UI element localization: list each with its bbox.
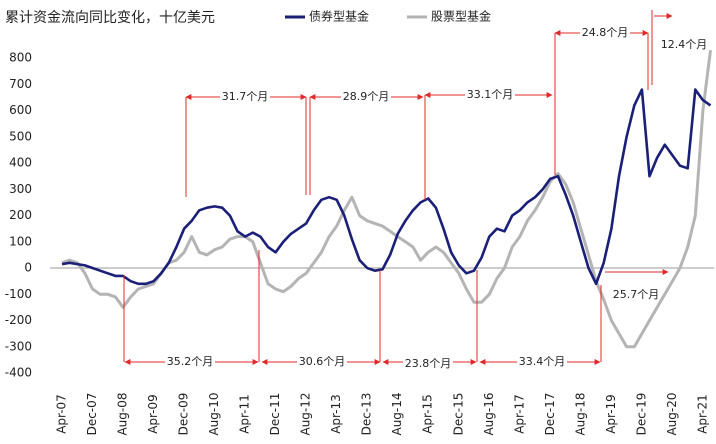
x-tick-label: Aug-20 <box>665 392 679 435</box>
x-tick-label: Aug-12 <box>299 392 313 435</box>
x-tick-label: Aug-18 <box>573 392 587 435</box>
x-tick-label: Apr-15 <box>421 394 435 434</box>
y-tick-label: 400 <box>9 156 32 170</box>
x-tick-label: Aug-14 <box>390 392 404 435</box>
y-tick-label: 300 <box>9 182 32 196</box>
x-tick-label: Apr-09 <box>146 394 160 434</box>
x-tick-label: Aug-08 <box>116 392 130 435</box>
x-tick-label: Dec-09 <box>177 393 191 436</box>
x-tick-label: Dec-13 <box>360 393 374 436</box>
x-tick-label: Apr-17 <box>512 394 526 434</box>
x-tick-label: Dec-07 <box>85 393 99 436</box>
x-tick-label: Apr-21 <box>695 394 709 434</box>
y-tick-label: 500 <box>9 129 32 143</box>
annotation-label: 25.7个月 <box>613 288 660 301</box>
annotation-label: 12.4个月 <box>661 38 708 51</box>
y-tick-label: 0 <box>24 261 32 275</box>
chart-title: 累计资金流向同比变化，十亿美元 <box>5 10 215 26</box>
x-tick-label: Apr-13 <box>329 394 343 434</box>
y-tick-label: -300 <box>5 339 32 353</box>
y-tick-label: 800 <box>9 51 32 65</box>
legend-label: 股票型基金 <box>431 9 491 24</box>
x-tick-label: Aug-10 <box>207 392 221 435</box>
y-tick-label: 200 <box>9 208 32 222</box>
y-tick-label: 100 <box>9 234 32 248</box>
annotation-label: 31.7个月 <box>222 90 269 103</box>
annotation-label: 28.9个月 <box>343 90 390 103</box>
annotation-label: 24.8个月 <box>582 26 629 39</box>
series-line <box>61 88 712 286</box>
annotation-label: 33.1个月 <box>467 88 514 101</box>
annotation-label: 23.8个月 <box>405 357 452 370</box>
x-tick-label: Aug-16 <box>482 392 496 435</box>
x-tick-label: Apr-19 <box>604 394 618 434</box>
y-tick-label: -400 <box>5 366 32 380</box>
y-tick-label: 700 <box>9 77 32 91</box>
annotation-label: 33.4个月 <box>519 355 566 368</box>
annotation-label: 30.6个月 <box>299 355 346 368</box>
x-tick-label: Dec-17 <box>543 393 557 436</box>
x-tick-label: Apr-11 <box>238 394 252 434</box>
x-tick-label: Dec-15 <box>451 393 465 436</box>
x-tick-label: Dec-11 <box>268 393 282 436</box>
annotation-label: 35.2个月 <box>167 355 214 368</box>
x-tick-label: Dec-19 <box>634 393 648 436</box>
legend-label: 债券型基金 <box>309 9 369 24</box>
y-tick-label: -200 <box>5 313 32 327</box>
x-tick-label: Apr-07 <box>55 394 69 434</box>
y-tick-label: -100 <box>5 287 32 301</box>
y-tick-label: 600 <box>9 103 32 117</box>
